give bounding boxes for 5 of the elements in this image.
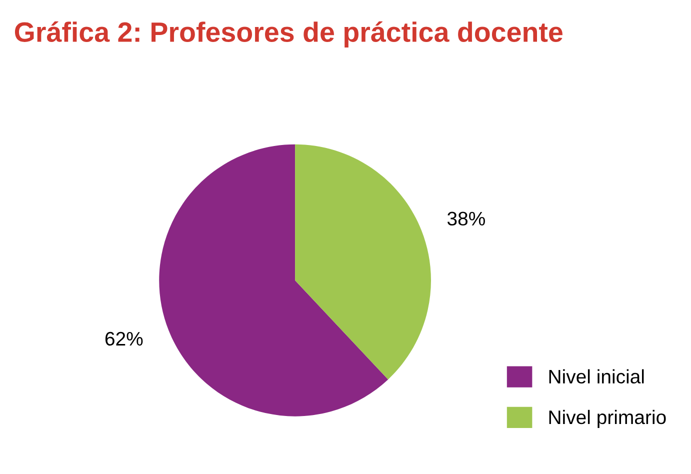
chart-title: Gráfica 2: Profesores de práctica docente (14, 21, 562, 48)
data-label: 62% (105, 332, 143, 346)
data-label: 38% (447, 212, 485, 226)
legend-label: Nivel primario (549, 410, 666, 428)
legend-label: Nivel inicial (549, 369, 644, 384)
